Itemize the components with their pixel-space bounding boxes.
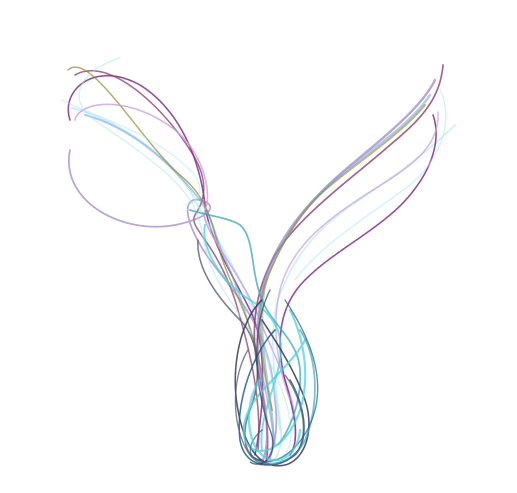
strand-5 bbox=[84, 114, 276, 446]
strand-26 bbox=[247, 378, 302, 462]
strand-13 bbox=[267, 124, 456, 463]
strand-23 bbox=[234, 349, 305, 466]
strand-12 bbox=[259, 104, 426, 411]
strand-7 bbox=[74, 103, 297, 441]
strand-21 bbox=[242, 308, 307, 453]
strand-10 bbox=[256, 78, 437, 467]
strand-27 bbox=[61, 99, 201, 206]
strand-19 bbox=[234, 299, 310, 467]
strand-22 bbox=[254, 329, 316, 465]
strand-2 bbox=[74, 69, 260, 451]
strand-6 bbox=[67, 66, 263, 381]
strand-4 bbox=[70, 106, 282, 432]
strand-25 bbox=[249, 299, 319, 463]
strand-8 bbox=[78, 57, 292, 461]
strand-28 bbox=[294, 89, 447, 281]
strand-9 bbox=[253, 64, 444, 466]
strand-18 bbox=[203, 224, 282, 451]
strand-1 bbox=[67, 74, 264, 456]
strand-15 bbox=[275, 111, 439, 401]
strand-group bbox=[61, 57, 456, 467]
strand-14 bbox=[279, 114, 437, 456]
